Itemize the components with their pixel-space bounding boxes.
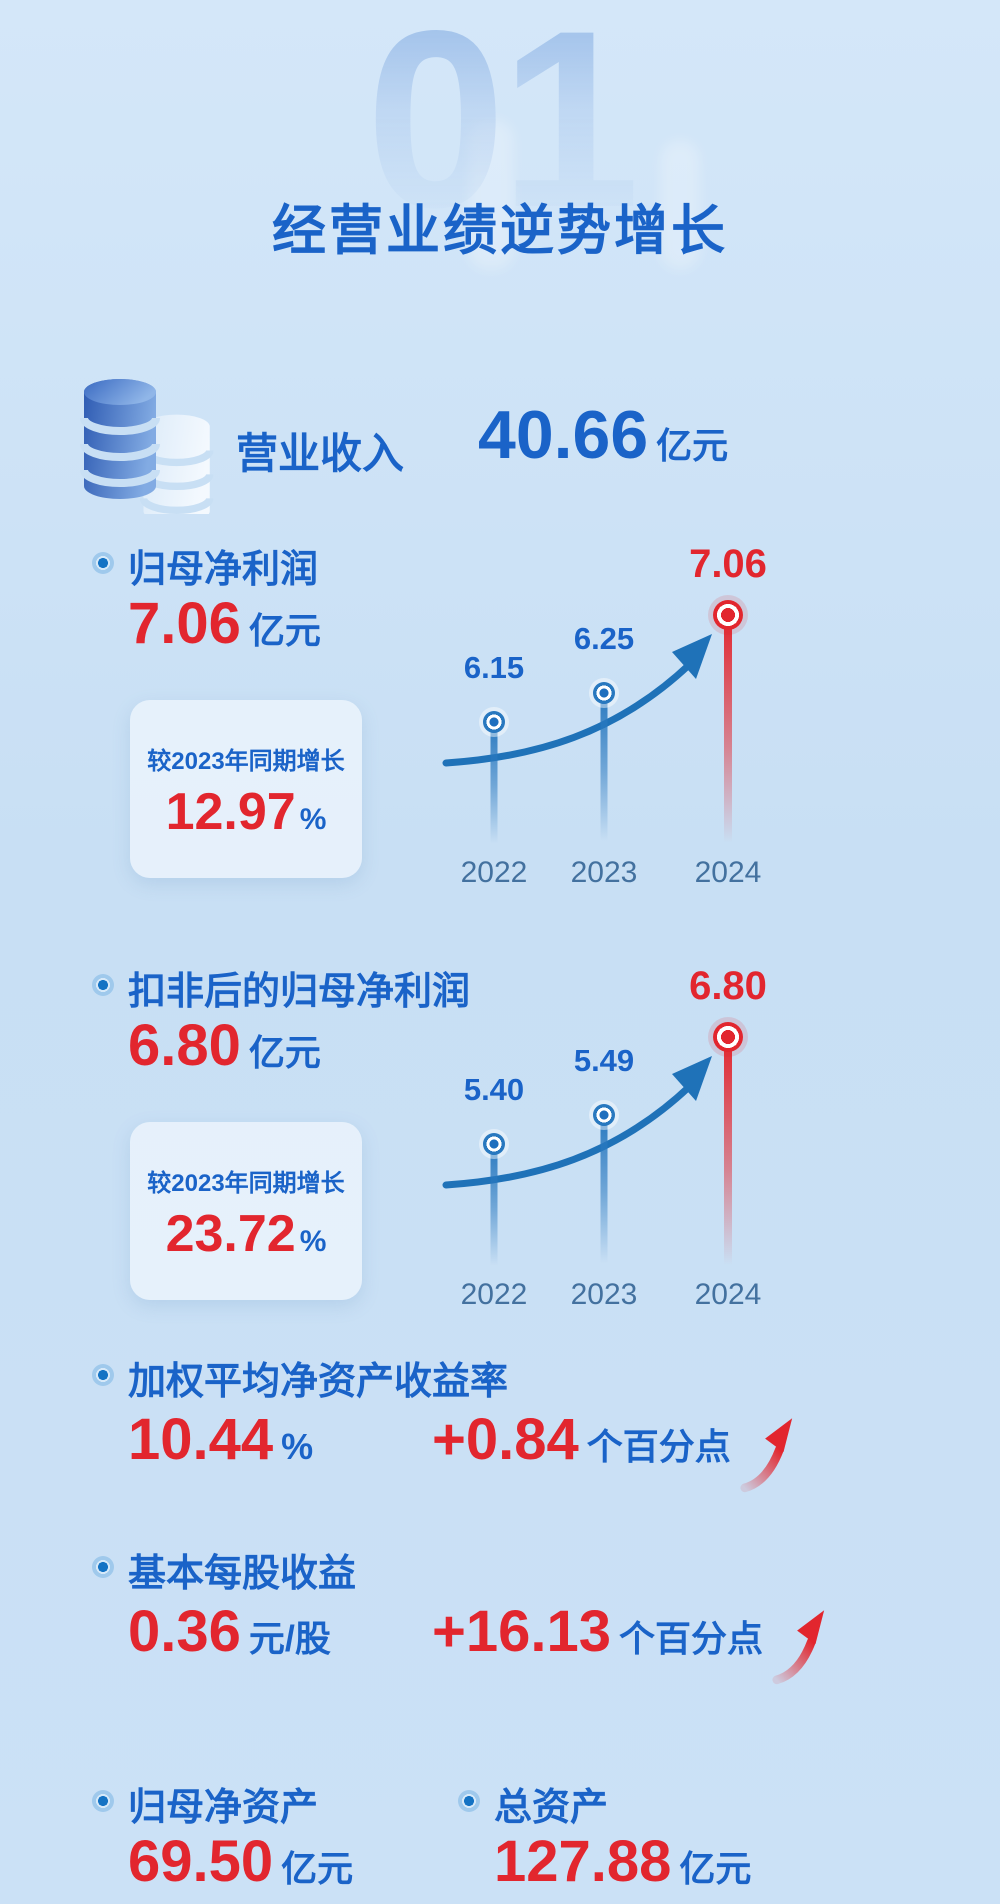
bullet-icon	[92, 974, 114, 996]
revenue-label: 营业收入	[236, 430, 405, 477]
up-trend-arrow-icon	[772, 1610, 825, 1685]
trend-arrow-icon	[442, 1056, 712, 1189]
net-profit-growth-box: 较2023年同期增长 12.97 %	[130, 700, 362, 878]
trend-arrow-icon	[442, 634, 712, 767]
bullet-icon	[92, 1556, 114, 1578]
point-marker	[483, 711, 505, 733]
year-label: 2024	[694, 1278, 762, 1311]
year-label: 2022	[460, 856, 528, 889]
net-profit-unit: 亿元	[248, 610, 321, 651]
net-profit-trend-chart: 6.15 2022 6.25 2023 7.06 2024	[420, 520, 840, 910]
eps-change-unit: 个百分点	[619, 1618, 764, 1659]
point-stem	[600, 1115, 608, 1271]
point-marker-highlight	[713, 600, 743, 630]
deducted-net-profit-growth-box: 较2023年同期增长 23.72 %	[130, 1122, 362, 1300]
year-label: 2023	[570, 1278, 638, 1311]
point-marker	[483, 1133, 505, 1155]
year-label: 2023	[570, 856, 638, 889]
bullet-icon	[458, 1790, 480, 1812]
revenue-unit: 亿元	[656, 425, 729, 466]
light-streak	[660, 140, 700, 270]
year-label: 2022	[460, 1278, 528, 1311]
eps-unit: 元/股	[248, 1618, 331, 1659]
eps-label: 基本每股收益	[128, 1553, 357, 1595]
growth-caption: 较2023年同期增长	[147, 1169, 345, 1197]
net-assets-unit: 亿元	[281, 1848, 354, 1889]
growth-caption: 较2023年同期增长	[147, 747, 345, 775]
page-title: 经营业绩逆势增长	[272, 201, 728, 261]
point-stem	[490, 1144, 498, 1272]
point-marker	[593, 1104, 615, 1126]
deducted-net-profit-trend-chart: 5.40 2022 5.49 2023 6.80 2024	[420, 942, 840, 1332]
point-marker-highlight	[713, 1022, 743, 1052]
growth-value: 12.97	[165, 782, 296, 841]
growth-unit: %	[299, 802, 327, 836]
total-assets-value: 127.88	[494, 1829, 672, 1894]
section-number-watermark: 01	[0, 0, 1000, 246]
point-value-label: 6.15	[463, 650, 525, 685]
light-streak	[468, 120, 514, 270]
point-value-label: 6.80	[689, 964, 767, 1008]
eps-value: 0.36	[128, 1599, 241, 1664]
growth-value: 23.72	[165, 1204, 296, 1263]
database-ghost-cylinder	[139, 414, 214, 514]
point-stem	[724, 1037, 732, 1277]
up-trend-arrow-icon	[740, 1418, 792, 1493]
deducted-net-profit-label: 扣非后的归母净利润	[128, 971, 471, 1013]
roe-change-unit: 个百分点	[586, 1426, 731, 1467]
point-marker	[593, 682, 615, 704]
point-stem	[724, 615, 732, 855]
net-assets-value: 69.50	[128, 1829, 274, 1894]
net-profit-label: 归母净利润	[128, 549, 319, 591]
point-stem	[600, 693, 608, 849]
total-assets-unit: 亿元	[679, 1848, 752, 1889]
revenue-value: 40.66	[478, 397, 649, 473]
point-value-label: 6.25	[573, 621, 635, 656]
roe-value: 10.44	[128, 1407, 274, 1472]
point-value-label: 5.49	[573, 1043, 635, 1078]
point-value-label: 5.40	[463, 1072, 525, 1107]
roe-change-value: +0.84	[432, 1407, 579, 1472]
bullet-icon	[92, 1790, 114, 1812]
net-profit-value: 7.06	[128, 591, 241, 656]
deducted-net-profit-unit: 亿元	[248, 1032, 321, 1073]
database-icon	[80, 379, 214, 514]
net-assets-label: 归母净资产	[128, 1787, 319, 1829]
database-main-cylinder	[80, 379, 160, 499]
total-assets-label: 总资产	[494, 1787, 609, 1829]
year-label: 2024	[694, 856, 762, 889]
roe-unit: %	[281, 1426, 314, 1467]
bullet-icon	[92, 552, 114, 574]
point-stem	[490, 722, 498, 850]
bullet-icon	[92, 1364, 114, 1386]
roe-label: 加权平均净资产收益率	[128, 1361, 509, 1403]
eps-change-value: +16.13	[432, 1599, 612, 1664]
growth-unit: %	[299, 1224, 327, 1258]
point-value-label: 7.06	[689, 542, 767, 586]
deducted-net-profit-value: 6.80	[128, 1013, 241, 1078]
